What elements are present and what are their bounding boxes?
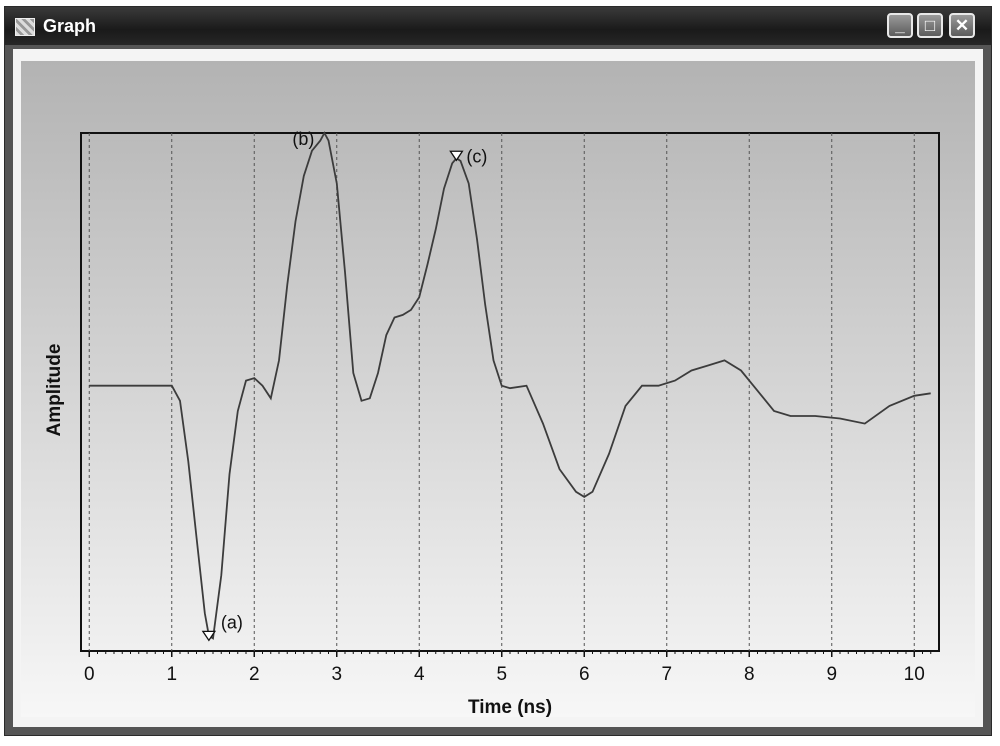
- title-bar[interactable]: Graph _ □ ✕: [5, 7, 991, 45]
- x-tick-label: 5: [496, 664, 507, 685]
- x-tick-label: 4: [414, 664, 425, 685]
- window-frame: [13, 49, 983, 727]
- annotation-label: (c): [466, 146, 487, 166]
- maximize-icon: □: [924, 16, 936, 35]
- x-tick-label: 9: [826, 664, 837, 685]
- maximize-button[interactable]: □: [917, 13, 943, 38]
- close-icon: ✕: [954, 16, 970, 35]
- x-tick-label: 3: [331, 664, 342, 685]
- plot-area: [80, 132, 940, 652]
- x-tick-label: 7: [661, 664, 672, 685]
- minimize-button[interactable]: _: [887, 13, 913, 38]
- app-icon: [15, 18, 35, 36]
- x-axis-title: Time (ns): [468, 697, 552, 718]
- peak-annotations: (a) (b) (c): [201, 129, 487, 642]
- graph-window: Graph _ □ ✕: [4, 6, 992, 736]
- x-tick-label: 2: [249, 664, 260, 685]
- x-tick-label: 1: [166, 664, 177, 685]
- x-tick-label: 6: [579, 664, 590, 685]
- annotation-label: (a): [221, 612, 243, 632]
- annotation-marker: [201, 630, 217, 642]
- close-button[interactable]: ✕: [949, 13, 975, 38]
- annotation-marker: [449, 150, 464, 162]
- x-axis-minor-ticks: [97, 651, 932, 654]
- annotation-label: (b): [292, 129, 314, 149]
- minimize-icon: _: [895, 16, 905, 35]
- window-title: Graph: [43, 16, 97, 36]
- amplitude-series-line: [89, 131, 931, 640]
- graph-client-area: [21, 61, 975, 717]
- x-tick-label: 0: [84, 664, 95, 685]
- y-axis-title: Amplitude: [44, 344, 65, 437]
- x-tick-label: 10: [904, 664, 925, 685]
- grid-lines: [88, 133, 915, 657]
- x-tick-label: 8: [744, 664, 755, 685]
- x-axis-tick-labels: 0 1 2 3 4 5 6 7 8 9 10: [84, 664, 925, 685]
